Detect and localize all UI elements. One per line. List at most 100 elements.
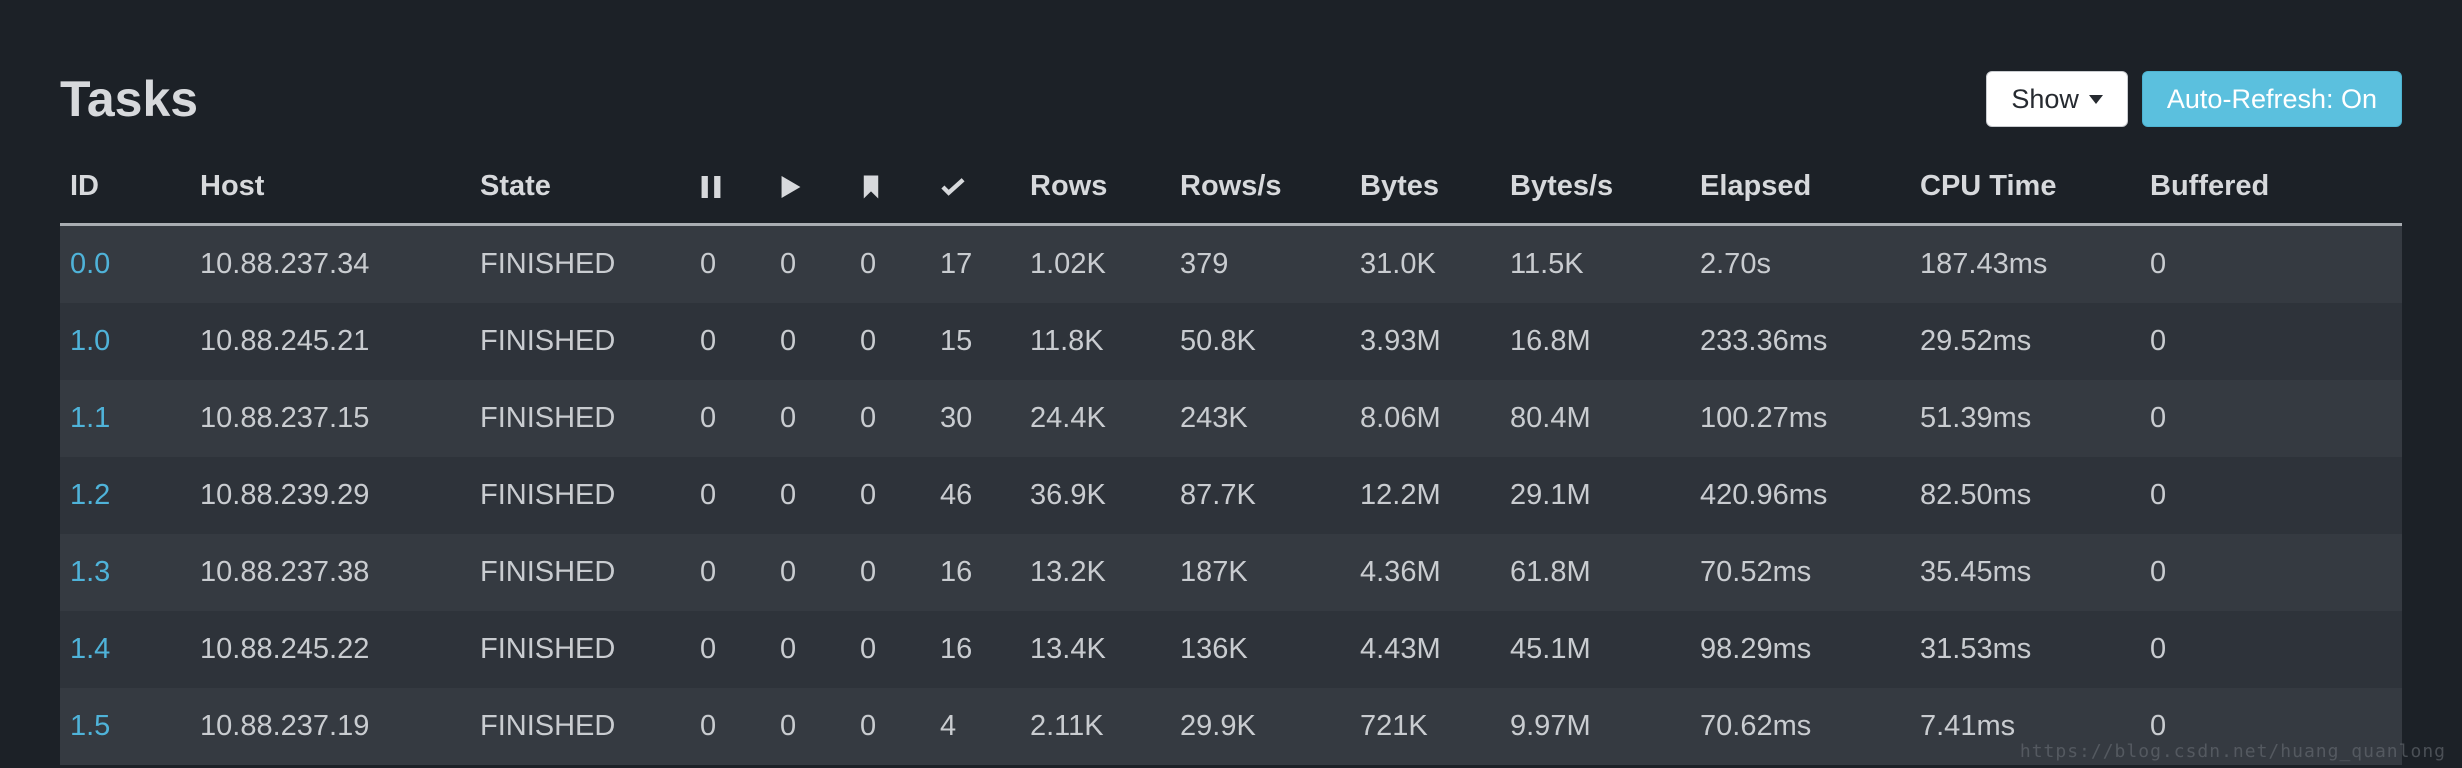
table-row: 1.210.88.239.29FINISHED0004636.9K87.7K12… xyxy=(60,457,2402,534)
col-bytes-s[interactable]: Bytes/s xyxy=(1500,156,1690,225)
col-id[interactable]: ID xyxy=(60,156,190,225)
cell-blocked: 0 xyxy=(850,688,930,765)
cell-buffered: 0 xyxy=(2140,611,2402,688)
cell-host: 10.88.245.22 xyxy=(190,611,470,688)
cell-state: FINISHED xyxy=(470,457,690,534)
cell-cpu-time: 82.50ms xyxy=(1910,457,2140,534)
cell-elapsed: 98.29ms xyxy=(1690,611,1910,688)
cell-cpu-time: 35.45ms xyxy=(1910,534,2140,611)
cell-cpu-time: 29.52ms xyxy=(1910,303,2140,380)
cell-running: 0 xyxy=(770,688,850,765)
cell-running: 0 xyxy=(770,611,850,688)
col-running[interactable] xyxy=(770,156,850,225)
col-buffered[interactable]: Buffered xyxy=(2140,156,2402,225)
show-dropdown-button[interactable]: Show xyxy=(1986,71,2128,127)
cell-blocked: 0 xyxy=(850,611,930,688)
cell-done: 15 xyxy=(930,303,1020,380)
cell-rows-s: 136K xyxy=(1170,611,1350,688)
auto-refresh-toggle[interactable]: Auto-Refresh: On xyxy=(2142,71,2402,127)
cell-blocked: 0 xyxy=(850,534,930,611)
task-id-link[interactable]: 1.2 xyxy=(70,479,110,511)
task-id-link[interactable]: 0.0 xyxy=(70,248,110,280)
cell-state: FINISHED xyxy=(470,303,690,380)
cell-rows: 24.4K xyxy=(1020,380,1170,457)
col-host[interactable]: Host xyxy=(190,156,470,225)
cell-rows-s: 29.9K xyxy=(1170,688,1350,765)
cell-cpu-time: 51.39ms xyxy=(1910,380,2140,457)
cell-host: 10.88.237.38 xyxy=(190,534,470,611)
col-elapsed[interactable]: Elapsed xyxy=(1690,156,1910,225)
cell-pending: 0 xyxy=(690,457,770,534)
cell-rows-s: 50.8K xyxy=(1170,303,1350,380)
cell-pending: 0 xyxy=(690,380,770,457)
watermark-text: https://blog.csdn.net/huang_quanlong xyxy=(2020,741,2446,762)
col-cpu-time[interactable]: CPU Time xyxy=(1910,156,2140,225)
cell-pending: 0 xyxy=(690,611,770,688)
col-bytes[interactable]: Bytes xyxy=(1350,156,1500,225)
cell-running: 0 xyxy=(770,534,850,611)
cell-bytes: 721K xyxy=(1350,688,1500,765)
cell-bytes-s: 80.4M xyxy=(1500,380,1690,457)
cell-bytes: 4.43M xyxy=(1350,611,1500,688)
cell-pending: 0 xyxy=(690,688,770,765)
cell-buffered: 0 xyxy=(2140,457,2402,534)
cell-bytes: 12.2M xyxy=(1350,457,1500,534)
task-id-link[interactable]: 1.3 xyxy=(70,556,110,588)
cell-rows: 13.2K xyxy=(1020,534,1170,611)
table-row: 1.310.88.237.38FINISHED0001613.2K187K4.3… xyxy=(60,534,2402,611)
tasks-panel: Tasks Show Auto-Refresh: On ID Host Stat… xyxy=(0,0,2462,765)
cell-elapsed: 70.62ms xyxy=(1690,688,1910,765)
task-id-link[interactable]: 1.5 xyxy=(70,710,110,742)
cell-rows: 2.11K xyxy=(1020,688,1170,765)
col-pending[interactable] xyxy=(690,156,770,225)
page-title: Tasks xyxy=(60,70,198,128)
table-row: 0.010.88.237.34FINISHED000171.02K37931.0… xyxy=(60,225,2402,304)
cell-bytes-s: 45.1M xyxy=(1500,611,1690,688)
cell-rows-s: 87.7K xyxy=(1170,457,1350,534)
col-state[interactable]: State xyxy=(470,156,690,225)
cell-host: 10.88.239.29 xyxy=(190,457,470,534)
cell-buffered: 0 xyxy=(2140,303,2402,380)
cell-blocked: 0 xyxy=(850,457,930,534)
cell-state: FINISHED xyxy=(470,534,690,611)
table-body: 0.010.88.237.34FINISHED000171.02K37931.0… xyxy=(60,225,2402,766)
cell-buffered: 0 xyxy=(2140,534,2402,611)
col-blocked[interactable] xyxy=(850,156,930,225)
cell-host: 10.88.237.15 xyxy=(190,380,470,457)
check-icon xyxy=(940,176,966,198)
cell-running: 0 xyxy=(770,380,850,457)
cell-rows: 13.4K xyxy=(1020,611,1170,688)
task-id-link[interactable]: 1.0 xyxy=(70,325,110,357)
cell-host: 10.88.237.34 xyxy=(190,225,470,304)
table-row: 1.410.88.245.22FINISHED0001613.4K136K4.4… xyxy=(60,611,2402,688)
cell-bytes-s: 61.8M xyxy=(1500,534,1690,611)
cell-rows-s: 187K xyxy=(1170,534,1350,611)
cell-elapsed: 233.36ms xyxy=(1690,303,1910,380)
tasks-table: ID Host State Rows Rows/s Bytes Byte xyxy=(60,156,2402,765)
cell-bytes: 31.0K xyxy=(1350,225,1500,304)
cell-buffered: 0 xyxy=(2140,225,2402,304)
cell-host: 10.88.245.21 xyxy=(190,303,470,380)
cell-blocked: 0 xyxy=(850,380,930,457)
cell-done: 17 xyxy=(930,225,1020,304)
cell-bytes-s: 29.1M xyxy=(1500,457,1690,534)
cell-rows: 36.9K xyxy=(1020,457,1170,534)
cell-pending: 0 xyxy=(690,303,770,380)
col-rows-s[interactable]: Rows/s xyxy=(1170,156,1350,225)
col-done[interactable] xyxy=(930,156,1020,225)
task-id-link[interactable]: 1.4 xyxy=(70,633,110,665)
task-id-link[interactable]: 1.1 xyxy=(70,402,110,434)
col-rows[interactable]: Rows xyxy=(1020,156,1170,225)
cell-state: FINISHED xyxy=(470,380,690,457)
cell-host: 10.88.237.19 xyxy=(190,688,470,765)
cell-cpu-time: 31.53ms xyxy=(1910,611,2140,688)
cell-blocked: 0 xyxy=(850,225,930,304)
cell-done: 4 xyxy=(930,688,1020,765)
cell-blocked: 0 xyxy=(850,303,930,380)
cell-state: FINISHED xyxy=(470,225,690,304)
cell-state: FINISHED xyxy=(470,611,690,688)
table-row: 1.110.88.237.15FINISHED0003024.4K243K8.0… xyxy=(60,380,2402,457)
auto-refresh-label: Auto-Refresh: On xyxy=(2167,84,2377,115)
table-header-row: ID Host State Rows Rows/s Bytes Byte xyxy=(60,156,2402,225)
pause-icon xyxy=(700,174,722,200)
